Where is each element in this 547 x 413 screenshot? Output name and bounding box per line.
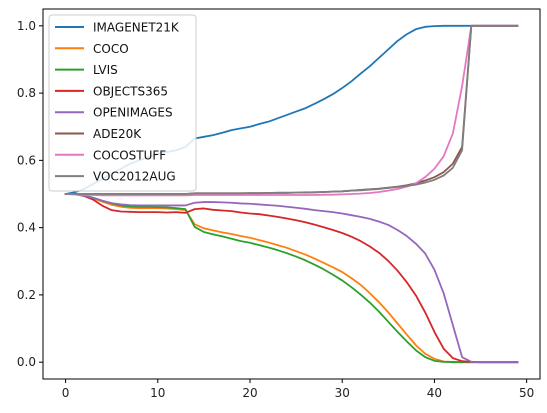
legend-label-openimages: OPENIMAGES	[93, 106, 173, 120]
x-tick-label: 0	[62, 386, 70, 400]
plot-frame	[42, 8, 541, 380]
x-tick-label: 30	[335, 386, 350, 400]
series-line-lvis	[64, 193, 519, 364]
y-tick-label: 0.2	[17, 288, 36, 302]
legend-label-ade20k: ADE20K	[93, 127, 142, 141]
series-line-cocostuff	[64, 24, 519, 197]
y-tick-label: 0.8	[17, 86, 36, 100]
legend-label-voc2012aug: VOC2012AUG	[93, 170, 176, 184]
legend-label-objects365: OBJECTS365	[93, 84, 168, 98]
legend: IMAGENET21K COCO LVIS OBJECTS365 OPENIMAGES A…	[48, 14, 197, 192]
x-axis-ticks: 0 10 20 30 40 50	[62, 379, 534, 400]
x-tick-label: 50	[519, 386, 534, 400]
series-line-voc2012aug	[64, 24, 519, 195]
y-tick-label: 0.6	[17, 153, 36, 167]
legend-label-coco: COCO	[93, 42, 129, 56]
series-line-openimages	[64, 193, 519, 364]
y-tick-label: 1.0	[17, 19, 36, 33]
legend-label-cocostuff: COCOSTUFF	[93, 148, 166, 162]
x-tick-label: 10	[150, 386, 165, 400]
y-axis-ticks: 0.0 0.2 0.4 0.6 0.8 1.0	[17, 19, 43, 369]
legend-label-lvis: LVIS	[93, 63, 118, 77]
x-tick-label: 20	[242, 386, 257, 400]
legend-box	[48, 14, 197, 192]
y-tick-label: 0.0	[17, 355, 36, 369]
legend-label-imagenet21k: IMAGENET21K	[93, 21, 180, 35]
y-tick-label: 0.4	[17, 221, 36, 235]
x-tick-label: 40	[427, 386, 442, 400]
series-line-objects365	[64, 193, 519, 364]
legend-items: IMAGENET21K COCO LVIS OBJECTS365 OPENIMAGES A…	[55, 21, 180, 184]
